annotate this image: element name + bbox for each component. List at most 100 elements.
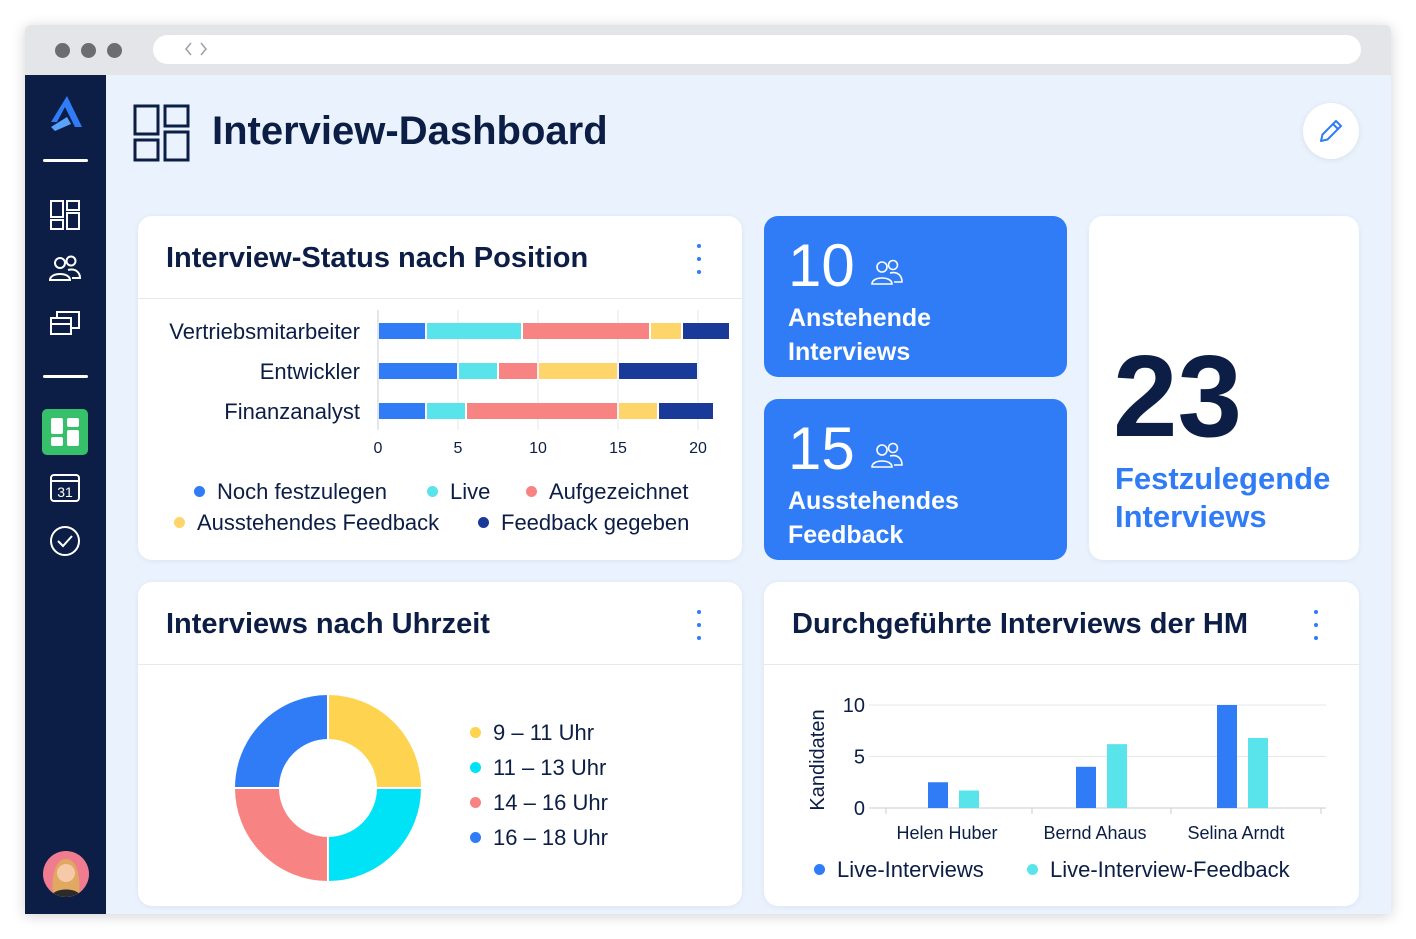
legend-slot-1: 9 – 11 Uhr [470,720,594,746]
kpi-value: 10 [788,232,855,299]
hm-bar [1107,744,1127,808]
legend-live-interviews: Live-Interviews [814,857,984,883]
bar-segment [459,363,497,379]
status-card: Interview-Status nach Position 0 5 10 15 20 V… [138,216,742,560]
sidebar-item-active-dashboard[interactable] [42,409,88,455]
y-category-label: Entwickler [260,359,360,384]
legend-label: 16 – 18 Uhr [493,825,608,850]
bar-segment [683,323,729,339]
hm-bar-chart: 0 5 10 Kandidaten Helen Huber Bernd Ahaus Seli… [807,695,1326,843]
legend-slot-2: 11 – 13 Uhr [470,755,606,781]
users-icon [871,442,903,468]
x-tick-label: 10 [529,440,547,457]
hm-card-menu-button[interactable] [1309,610,1323,640]
kpi-to-schedule-card[interactable]: 23 Festzulegende Interviews [1089,216,1359,560]
legend-aufgezeichnet: Aufgezeichnet [526,479,688,505]
page-title: Interview-Dashboard [212,109,608,153]
time-card-title: Interviews nach Uhrzeit [166,608,490,640]
donut-slice [327,692,424,789]
legend-slot-4: 16 – 18 Uhr [470,825,608,851]
legend-label: Live-Interviews [837,857,984,882]
dashboard-title-icon [133,104,190,162]
legend-feedback-gegeben: Feedback gegeben [478,510,689,536]
y-tick-label: 5 [854,747,865,769]
bar-segment [379,363,457,379]
kpi-value: 15 [788,415,855,482]
browser-window: 31 Interview-Dashboard [25,25,1391,914]
x-tick-label: 0 [374,440,383,457]
card-divider [138,664,742,665]
time-card-menu-button[interactable] [692,610,706,640]
donut-slice [232,787,329,884]
card-divider [764,664,1359,665]
legend-label: 9 – 11 Uhr [493,720,595,745]
y-tick-label: 10 [843,695,865,717]
sidebar-item-dashboard[interactable] [45,195,85,235]
status-stacked-bar-chart: 0 5 10 15 20 Vertriebsmitarbeiter Entwickler Fi… [169,310,729,457]
status-card-menu-button[interactable] [692,244,706,274]
hm-bar [1217,705,1237,808]
window-minimize-dot[interactable] [81,43,96,58]
dashboard-grid-icon [50,200,80,230]
legend-label: 11 – 13 Uhr [493,755,607,780]
hm-bar [1248,737,1268,808]
user-avatar[interactable] [43,851,89,897]
x-category-label: Selina Arndt [1187,823,1284,843]
sidebar-item-positions[interactable] [45,303,85,343]
hm-bar [928,782,948,808]
logo-icon[interactable] [45,93,85,133]
kpi-label-line1: Anstehende [788,304,932,332]
address-bar[interactable] [153,35,1361,64]
kpi-pending-feedback-card[interactable]: 15 Ausstehendes Feedback [764,399,1067,560]
sidebar-item-users[interactable] [45,249,85,289]
bar-segment [523,323,649,339]
bar-segment [619,403,657,419]
window-maximize-dot[interactable] [107,43,122,58]
bar-segment [467,403,617,419]
x-category-label: Helen Huber [896,823,997,843]
sidebar-item-tasks[interactable] [45,521,85,561]
sidebar: 31 [25,75,106,914]
hm-bar [959,790,979,808]
calendar-day-label: 31 [57,484,73,500]
hm-card: Durchgeführte Interviews der HM 0 5 10 Kand… [764,582,1359,906]
bar-segment [539,363,617,379]
browser-titlebar [25,25,1391,75]
kpi-label-line1: Festzulegende [1115,461,1331,496]
window-close-dot[interactable] [55,43,70,58]
users-icon [48,255,82,281]
bar-segment [659,403,713,419]
bar-segment [379,403,425,419]
kpi-label-line1: Ausstehendes [788,487,959,515]
bar-segment [427,403,465,419]
edit-button[interactable] [1303,103,1359,159]
donut-slice [327,787,424,884]
bar-segment [651,323,681,339]
users-icon [871,259,903,285]
y-category-label: Vertriebsmitarbeiter [169,319,360,344]
hm-card-title: Durchgeführte Interviews der HM [792,608,1249,640]
legend-live: Live [427,479,490,505]
card-divider [138,298,742,299]
legend-label: Live-Interview-Feedback [1050,857,1290,882]
legend-label: Aufgezeichnet [549,479,689,504]
donut-slice [232,692,329,789]
sidebar-item-calendar[interactable]: 31 [45,467,85,507]
kpi-label-line2: Interviews [788,338,911,366]
x-tick-label: 5 [454,440,463,457]
nav-arrows-icon[interactable] [181,38,211,60]
kpi-pending-interviews-card[interactable]: 10 Anstehende Interviews [764,216,1067,377]
avatar-icon [43,851,89,897]
sidebar-separator [43,159,88,162]
legend-noch-festzulegen: Noch festzulegen [194,479,387,505]
y-tick-label: 0 [854,798,865,820]
sidebar-separator [43,375,88,378]
x-tick-label: 15 [609,440,627,457]
x-tick-label: 20 [689,440,707,457]
legend-label: Ausstehendes Feedback [197,510,440,535]
pencil-icon [1320,120,1342,142]
legend-label: 14 – 16 Uhr [493,790,608,815]
bar-segment [499,363,537,379]
main-content: Interview-Dashboard Interview-Status nac… [106,75,1391,914]
status-card-title: Interview-Status nach Position [166,242,589,274]
